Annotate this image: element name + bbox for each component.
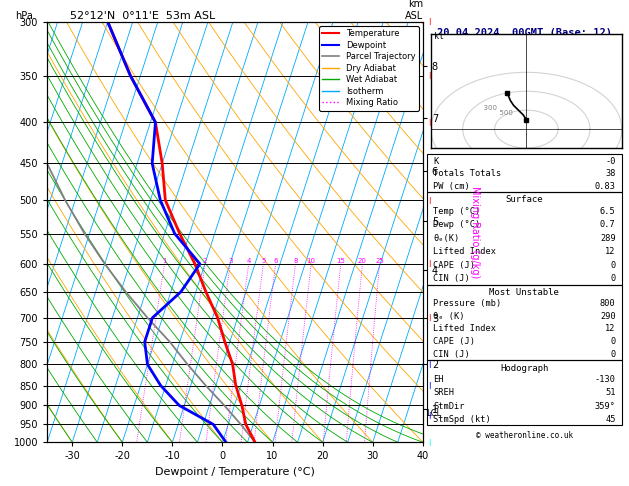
Text: Most Unstable: Most Unstable xyxy=(489,288,559,297)
Text: StmDir: StmDir xyxy=(433,401,464,411)
Bar xyxy=(427,360,622,425)
Legend: Temperature, Dewpoint, Parcel Trajectory, Dry Adiabat, Wet Adiabat, Isotherm, Mi: Temperature, Dewpoint, Parcel Trajectory… xyxy=(319,26,419,111)
Text: 0.7: 0.7 xyxy=(600,220,616,229)
Text: 290: 290 xyxy=(600,312,616,321)
Text: km
ASL: km ASL xyxy=(404,0,423,21)
Text: EH: EH xyxy=(433,375,443,384)
Text: 10: 10 xyxy=(307,258,316,264)
Text: 0: 0 xyxy=(611,274,616,283)
Text: 0: 0 xyxy=(611,260,616,270)
Text: 45: 45 xyxy=(605,415,616,424)
Text: 8: 8 xyxy=(293,258,298,264)
Text: CAPE (J): CAPE (J) xyxy=(433,337,475,346)
Text: θₑ(K): θₑ(K) xyxy=(433,234,459,243)
Y-axis label: Mixing Ratio (g/kg): Mixing Ratio (g/kg) xyxy=(470,186,480,278)
Text: 20: 20 xyxy=(358,258,367,264)
Text: Hodograph: Hodograph xyxy=(500,364,548,373)
Text: |: | xyxy=(428,197,430,204)
Text: StmSpd (kt): StmSpd (kt) xyxy=(433,415,491,424)
Text: |: | xyxy=(428,361,430,368)
Text: 0: 0 xyxy=(611,350,616,359)
Text: © weatheronline.co.uk: © weatheronline.co.uk xyxy=(476,431,573,440)
Text: hPa: hPa xyxy=(15,11,33,21)
Text: 289: 289 xyxy=(600,234,616,243)
Text: Dewp (°C): Dewp (°C) xyxy=(433,220,480,229)
Text: Pressure (mb): Pressure (mb) xyxy=(433,299,501,308)
Text: 6.5: 6.5 xyxy=(600,207,616,216)
Text: θₑ (K): θₑ (K) xyxy=(433,312,464,321)
Text: 25: 25 xyxy=(375,258,384,264)
Text: |: | xyxy=(428,119,430,126)
Text: |: | xyxy=(428,18,430,25)
Text: SREH: SREH xyxy=(433,388,454,397)
Text: 3: 3 xyxy=(228,258,233,264)
Text: |: | xyxy=(428,72,430,79)
Text: Temp (°C): Temp (°C) xyxy=(433,207,480,216)
Text: 20.04.2024  00GMT (Base: 12): 20.04.2024 00GMT (Base: 12) xyxy=(437,28,612,38)
Text: |: | xyxy=(428,260,430,267)
Text: 51: 51 xyxy=(605,388,616,397)
Text: CIN (J): CIN (J) xyxy=(433,274,470,283)
Bar xyxy=(427,154,622,192)
Bar xyxy=(427,192,622,285)
Text: CIN (J): CIN (J) xyxy=(433,350,470,359)
Text: Lifted Index: Lifted Index xyxy=(433,247,496,256)
Text: -130: -130 xyxy=(594,375,616,384)
Text: |: | xyxy=(428,439,430,446)
X-axis label: Dewpoint / Temperature (°C): Dewpoint / Temperature (°C) xyxy=(155,467,315,477)
Text: 359°: 359° xyxy=(594,401,616,411)
Text: 12: 12 xyxy=(605,325,616,333)
Text: |: | xyxy=(428,412,430,418)
Bar xyxy=(427,285,622,360)
Text: 52°12'N  0°11'E  53m ASL: 52°12'N 0°11'E 53m ASL xyxy=(70,11,215,21)
Text: 4: 4 xyxy=(247,258,251,264)
Text: 1: 1 xyxy=(162,258,167,264)
Text: Surface: Surface xyxy=(506,195,543,205)
Text: 800: 800 xyxy=(600,299,616,308)
Text: 15: 15 xyxy=(337,258,345,264)
Text: K: K xyxy=(433,156,438,166)
Text: 0.83: 0.83 xyxy=(594,182,616,191)
Text: 12: 12 xyxy=(605,247,616,256)
Text: 0: 0 xyxy=(611,337,616,346)
Text: 2: 2 xyxy=(203,258,208,264)
Text: 38: 38 xyxy=(605,169,616,178)
Text: 6: 6 xyxy=(274,258,278,264)
Text: |: | xyxy=(428,382,430,389)
Text: Lifted Index: Lifted Index xyxy=(433,325,496,333)
Text: CAPE (J): CAPE (J) xyxy=(433,260,475,270)
Text: 5: 5 xyxy=(261,258,265,264)
Text: |: | xyxy=(428,314,430,321)
Text: PW (cm): PW (cm) xyxy=(433,182,470,191)
Text: LCL: LCL xyxy=(426,409,442,417)
Text: -0: -0 xyxy=(605,156,616,166)
Text: Totals Totals: Totals Totals xyxy=(433,169,501,178)
